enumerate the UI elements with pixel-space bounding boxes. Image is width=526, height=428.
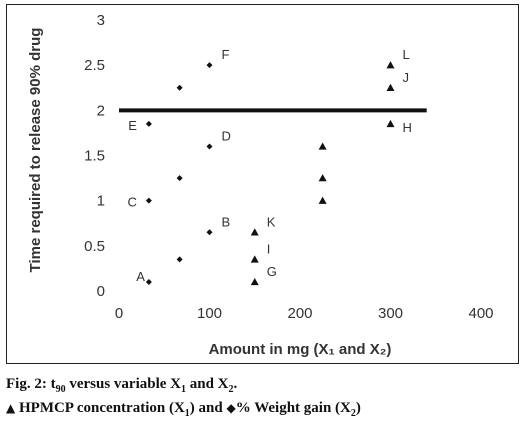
triangle-point xyxy=(318,174,327,182)
diamond-point xyxy=(145,278,152,285)
legend-item-1-sub: 1 xyxy=(184,408,190,419)
point-label: L xyxy=(403,47,410,62)
diamond-point xyxy=(176,256,183,263)
diamond-point xyxy=(176,84,183,91)
point-label: K xyxy=(267,214,276,229)
x-tick-label: 100 xyxy=(197,305,222,322)
point-label: B xyxy=(222,214,231,229)
legend-item-2-text: % Weight gain (X xyxy=(235,400,351,416)
triangle-point xyxy=(250,277,259,286)
caption-x2-sub: 2 xyxy=(228,384,234,395)
figure-caption: Fig. 2: t90 versus variable X1 and X2. ▲… xyxy=(6,372,520,420)
point-label: D xyxy=(222,128,231,143)
y-tick-label: 0 xyxy=(97,283,105,300)
diamond-point xyxy=(176,175,183,182)
point-label: C xyxy=(127,195,136,210)
diamond-point xyxy=(145,197,152,204)
point-label: A xyxy=(136,269,145,284)
x-tick-label: 0 xyxy=(115,305,123,322)
caption-mid: versus variable X xyxy=(65,376,181,392)
triangle-point xyxy=(318,196,327,204)
caption-end: . xyxy=(233,376,238,392)
triangle-icon: ▲ xyxy=(6,401,16,415)
caption-and: and X xyxy=(186,376,229,392)
point-label: E xyxy=(128,118,137,133)
triangle-point xyxy=(386,83,395,91)
caption-legend: ▲ HPMCP concentration (X1) and ◆% Weight… xyxy=(6,396,520,420)
point-label: I xyxy=(267,241,271,256)
diamond-point xyxy=(145,120,152,127)
caption-prefix: Fig. 2: t xyxy=(6,376,56,392)
triangle-point xyxy=(250,228,259,236)
x-tick-label: 200 xyxy=(287,305,312,322)
diamond-point xyxy=(206,229,213,236)
triangle-point xyxy=(386,119,395,128)
y-tick-label: 2 xyxy=(97,102,105,119)
caption-title: Fig. 2: t90 versus variable X1 and X2. xyxy=(6,372,520,396)
point-label: H xyxy=(403,120,412,135)
x-tick-label: 400 xyxy=(468,305,493,322)
legend-item-2-sub: 2 xyxy=(350,408,356,419)
y-tick-label: 1.5 xyxy=(84,148,105,165)
legend-item-1-text: HPMCP concentration (X xyxy=(18,400,185,416)
y-tick-label: 1 xyxy=(97,193,105,210)
legend-item-2-end: ) xyxy=(355,400,361,416)
y-tick-label: 3 xyxy=(97,12,105,29)
diamond-point xyxy=(206,143,213,150)
point-labels: GIK H JL A B C D E F xyxy=(127,47,411,284)
point-label: J xyxy=(403,70,410,85)
triangle-point xyxy=(250,255,259,263)
y-tick-label: 2.5 xyxy=(84,57,105,74)
triangle-point xyxy=(386,61,395,69)
diamond-icon: ◆ xyxy=(226,401,236,415)
caption-t-sub: 90 xyxy=(55,384,66,395)
x-axis-title: Amount in mg (X₁ and X₂) xyxy=(209,341,392,358)
diamond-point xyxy=(206,62,213,69)
x-tick-label: 300 xyxy=(378,305,403,322)
point-label: F xyxy=(222,47,230,62)
point-label: G xyxy=(267,264,277,279)
data-points xyxy=(145,61,395,286)
axes: 0 100 200 300 400 0 0.5 1 1.5 2 2.5 3 xyxy=(84,12,493,322)
legend-item-1-end: ) and xyxy=(189,400,223,416)
y-tick-label: 0.5 xyxy=(84,238,105,255)
caption-x1-sub: 1 xyxy=(181,384,186,395)
y-axis-title: Time required to release 90% drug xyxy=(27,28,44,273)
triangle-point xyxy=(318,142,327,150)
